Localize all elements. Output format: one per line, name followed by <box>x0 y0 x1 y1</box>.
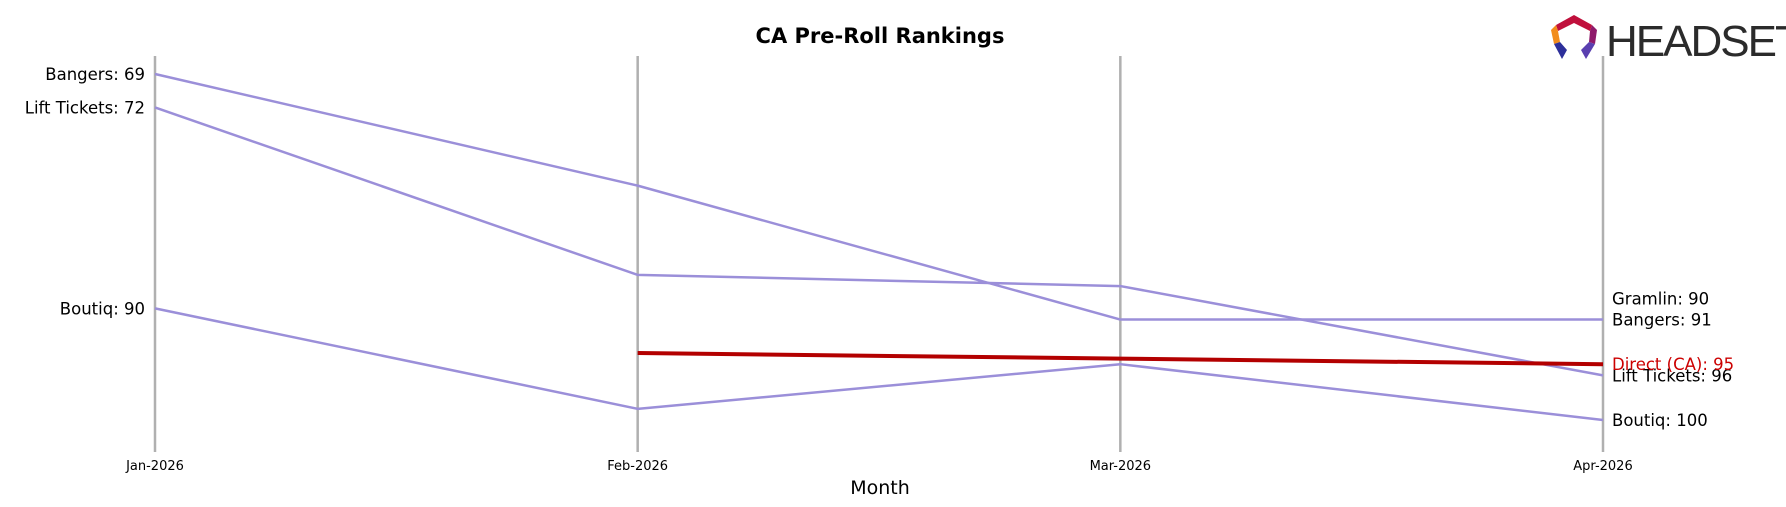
headset-logo-text: HEADSET <box>1606 17 1786 66</box>
x-tick-label: Apr-2026 <box>1573 459 1632 474</box>
end-label-boutiq: Boutiq: 100 <box>1612 411 1708 430</box>
start-label-boutiq: Boutiq: 90 <box>60 299 145 318</box>
series-lines <box>154 72 1604 422</box>
series-labels: Bangers: 69 Bangers: 91 Lift Tickets: 72 Li… <box>25 65 1734 430</box>
series-line-boutiq <box>154 307 1604 422</box>
series-line-lift-tickets <box>154 106 1604 377</box>
series-line-direct-ca <box>637 351 1604 367</box>
x-tick-labels: Jan-2026 Feb-2026 Mar-2026 Apr-2026 <box>125 459 1633 474</box>
end-label-direct-ca: Direct (CA): 95 <box>1612 355 1734 374</box>
end-label-bangers: Bangers: 91 <box>1612 311 1712 330</box>
headset-hexagon-logo-icon <box>1551 15 1597 59</box>
end-label-lift-tickets: Lift Tickets: 96 <box>1612 366 1732 385</box>
start-label-bangers: Bangers: 69 <box>45 65 145 84</box>
x-axis-label: Month <box>850 477 910 499</box>
x-tick-label: Jan-2026 <box>125 459 184 474</box>
headset-logo: HEADSET <box>1551 15 1786 66</box>
chart-title: CA Pre-Roll Rankings <box>756 24 1005 48</box>
end-label-gramlin: Gramlin: 90 <box>1612 289 1709 308</box>
month-gridlines <box>153 56 1605 452</box>
x-tick-label: Feb-2026 <box>607 459 668 474</box>
start-label-lift-tickets: Lift Tickets: 72 <box>25 98 145 117</box>
series-line-bangers <box>154 72 1603 321</box>
x-tick-label: Mar-2026 <box>1090 459 1151 474</box>
